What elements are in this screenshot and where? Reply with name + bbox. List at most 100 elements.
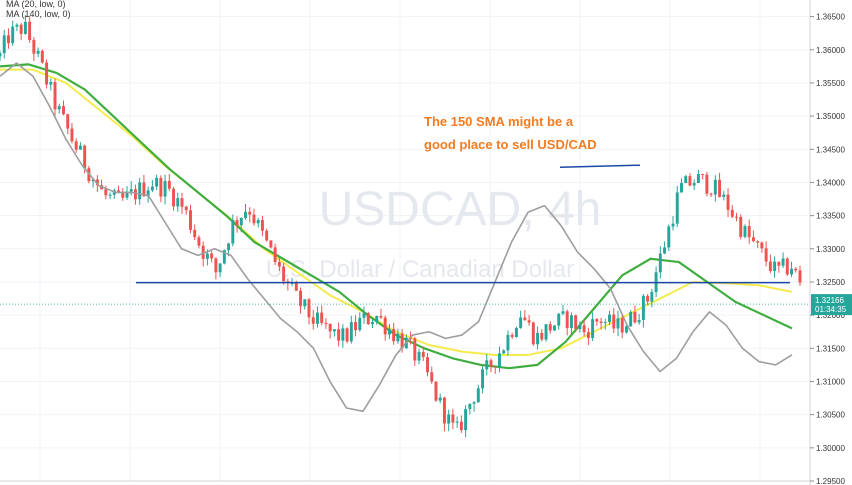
level-lines — [0, 164, 810, 305]
candle-body — [299, 290, 303, 307]
candle-body — [430, 372, 434, 382]
candle-body — [701, 173, 705, 175]
candle-body — [19, 24, 23, 34]
candle-body — [269, 240, 273, 248]
candle-body — [493, 366, 497, 368]
tick-label: 1.35000 — [816, 112, 845, 121]
candle-body — [383, 317, 387, 335]
candle-body — [176, 198, 180, 207]
tick-label: 1.32500 — [816, 278, 845, 287]
candle-body — [49, 82, 53, 85]
candle-body — [586, 332, 590, 339]
candle-body — [468, 403, 472, 410]
candle-body — [633, 312, 637, 323]
candle-body — [417, 351, 421, 361]
candle-body — [743, 226, 747, 237]
candle-body — [455, 421, 459, 423]
candle-body — [595, 319, 599, 322]
candle-body — [451, 414, 455, 423]
candle-body — [129, 189, 133, 192]
candle-body — [218, 263, 222, 273]
tick-label: 1.30000 — [816, 444, 845, 453]
price-tag-box — [811, 294, 852, 316]
candle-body — [599, 321, 603, 324]
candle-body — [159, 177, 163, 197]
candle-body — [709, 193, 713, 195]
ma20-line — [0, 62, 793, 413]
candle-body — [62, 106, 65, 115]
candle-body — [227, 243, 231, 251]
candle-body — [536, 332, 540, 345]
candle-body — [400, 333, 404, 349]
candle-body — [540, 332, 544, 340]
candle-body — [629, 312, 633, 327]
candle-body — [138, 182, 142, 200]
candle-body — [620, 318, 624, 333]
candle-body — [705, 174, 709, 194]
ma20-legend[interactable]: MA (20, low, 0) — [6, 0, 66, 9]
candle-body — [11, 26, 15, 44]
candle-body — [36, 50, 40, 54]
candle-body — [205, 253, 209, 259]
candle-body — [256, 220, 260, 224]
candle-body — [514, 327, 518, 337]
tick-label: 1.31000 — [816, 377, 845, 386]
candle-body — [0, 53, 2, 57]
candle-body — [777, 261, 781, 266]
candle-body — [260, 220, 264, 231]
candle-body — [523, 317, 527, 321]
candle-body — [307, 299, 311, 318]
candle-body — [574, 315, 578, 330]
candle-body — [692, 183, 696, 186]
candle-body — [366, 313, 370, 325]
candle-body — [78, 145, 82, 150]
candle-body — [345, 328, 349, 342]
candle-body — [641, 295, 645, 321]
candle-body — [341, 328, 345, 341]
candle-body — [502, 350, 506, 354]
candle-body — [747, 226, 751, 238]
candle-body — [95, 179, 99, 186]
candle-body — [781, 258, 785, 266]
candle-body — [70, 128, 74, 142]
candle-body — [104, 189, 108, 196]
candle-body — [650, 292, 654, 302]
candle-body — [616, 318, 620, 329]
candle-body — [193, 229, 197, 238]
candle-body — [349, 322, 353, 342]
candle-body — [557, 313, 561, 326]
tick-label: 1.29500 — [816, 477, 845, 485]
candle-body — [66, 114, 70, 129]
tick-label: 1.36500 — [816, 13, 845, 22]
candle-body — [497, 353, 501, 368]
candle-body — [438, 397, 442, 401]
candle-body — [91, 179, 95, 182]
candle-body — [320, 312, 324, 323]
annotation-line-1: The 150 SMA might be a — [424, 114, 574, 129]
candle-body — [548, 324, 552, 331]
candle-body — [667, 226, 671, 248]
candle-body — [561, 311, 565, 314]
tick-label: 1.31500 — [816, 344, 845, 353]
candle-body — [222, 250, 226, 264]
candle-body — [133, 189, 137, 200]
candle-body — [751, 237, 755, 242]
price-axis[interactable]: 1.36500 1.36000 1.35500 1.35000 1.34500 1.340… — [809, 0, 845, 485]
candle-body — [447, 414, 451, 424]
candle-body — [337, 329, 341, 341]
candle-body — [798, 270, 802, 283]
candle-body — [32, 40, 36, 54]
candle-body — [375, 315, 379, 323]
candle-body — [121, 193, 125, 198]
ma140-legend[interactable]: MA (140, low, 0) — [6, 9, 71, 19]
candle-body — [23, 21, 27, 34]
candle-body — [608, 314, 611, 323]
candle-body — [235, 220, 239, 226]
candle-body — [252, 214, 256, 224]
tick-label: 1.30500 — [816, 411, 845, 420]
tick-label: 1.32000 — [816, 311, 845, 320]
ma-yellow-path — [0, 68, 793, 356]
